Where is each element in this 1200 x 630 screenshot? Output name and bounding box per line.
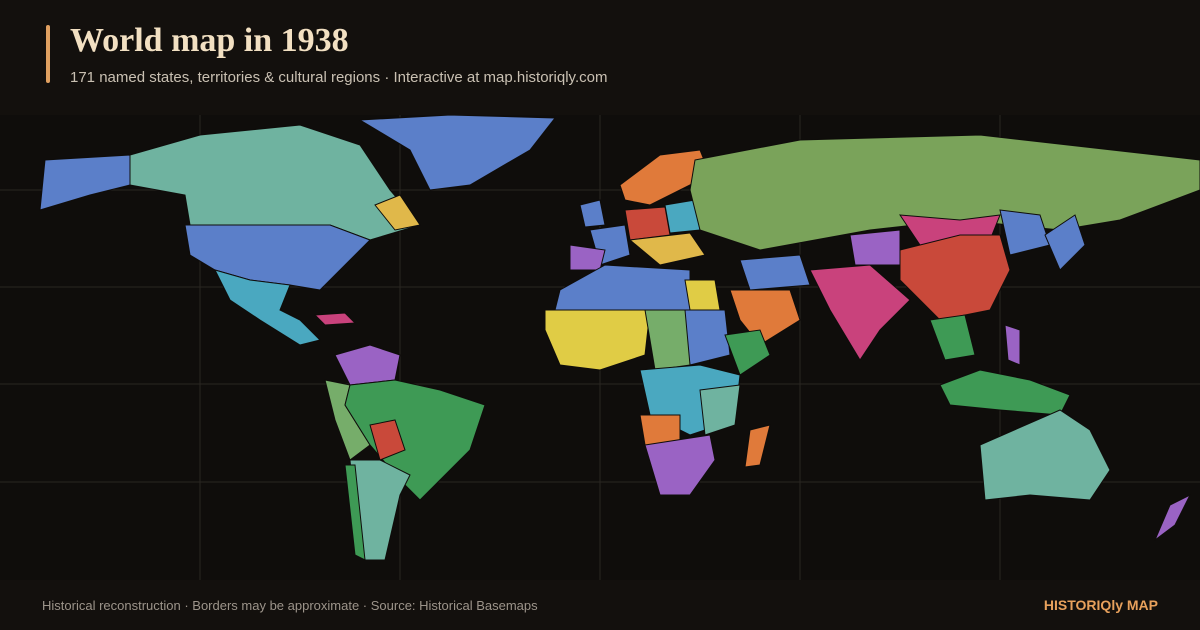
title: World map in 1938	[70, 22, 349, 59]
sinkiang	[849, 229, 901, 266]
bolivia	[369, 419, 406, 461]
germany	[624, 206, 671, 241]
world-map	[0, 115, 1200, 580]
british-raj	[809, 264, 911, 361]
balkans	[628, 232, 706, 266]
cuba	[313, 312, 357, 326]
philippines	[1004, 324, 1021, 366]
chile	[344, 464, 366, 561]
mexico	[214, 269, 321, 346]
arabia	[729, 289, 801, 346]
brazil	[344, 379, 486, 501]
alaska	[39, 154, 131, 211]
subtitle: 171 named states, territories & cultural…	[70, 69, 608, 86]
canada	[129, 124, 421, 241]
iran	[739, 254, 811, 291]
australia	[979, 409, 1111, 501]
new-zealand	[1153, 493, 1192, 542]
japan	[1044, 214, 1086, 271]
newfoundland	[374, 194, 421, 231]
dutch-east-indies	[939, 369, 1071, 416]
china	[899, 234, 1011, 321]
regions	[39, 115, 1200, 561]
usa	[184, 224, 371, 291]
indochina	[929, 314, 976, 361]
iberia	[569, 244, 606, 271]
french-equatorial	[644, 309, 691, 371]
egypt	[684, 279, 721, 311]
britain	[579, 199, 606, 228]
greenland	[358, 115, 557, 191]
accent-bar	[46, 25, 50, 83]
brand[interactable]: HISTORIQly MAP	[1043, 597, 1158, 613]
tanganyika	[699, 384, 741, 436]
south-africa	[644, 434, 716, 496]
footer-note: Historical reconstruction · Borders may …	[42, 598, 538, 613]
madagascar	[744, 424, 771, 468]
ethiopia	[724, 329, 771, 376]
colombia-venezuela	[334, 344, 401, 386]
